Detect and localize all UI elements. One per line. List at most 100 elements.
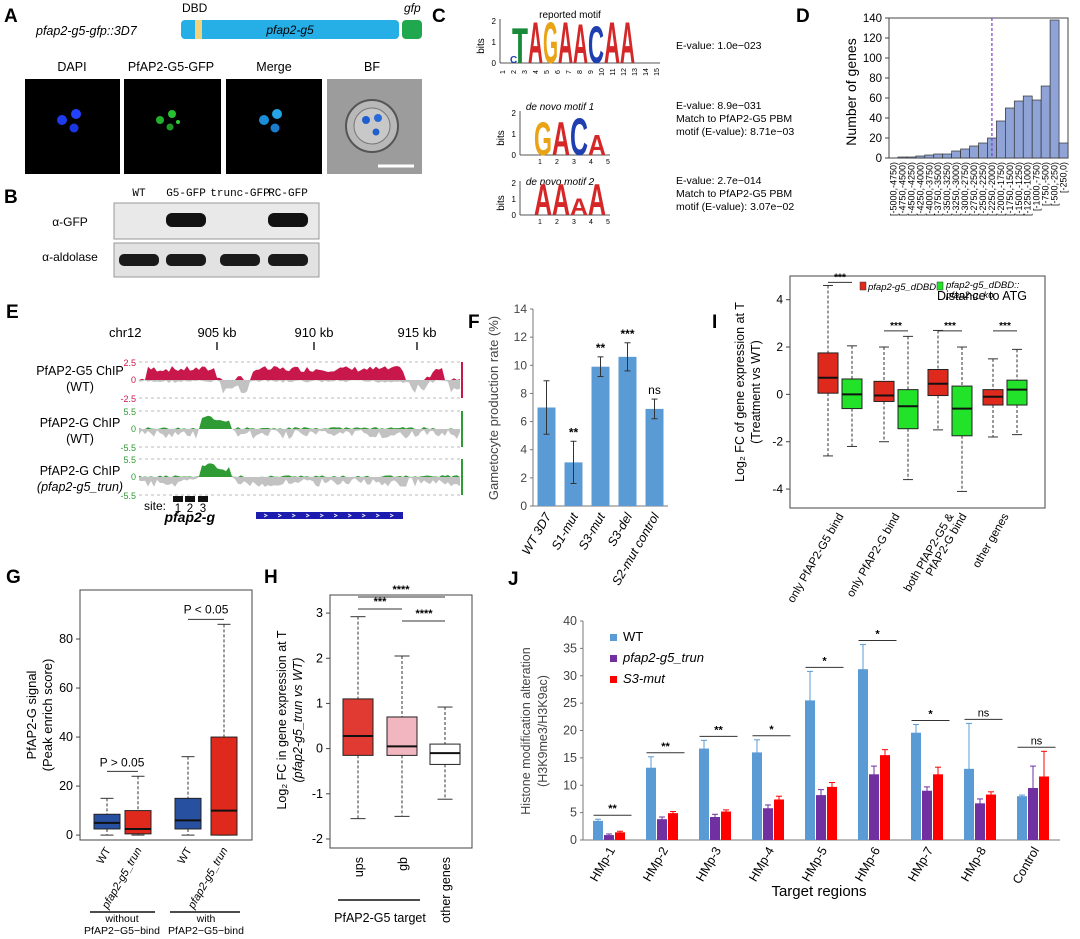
- significance-label: **: [661, 741, 670, 753]
- y-tick-label: -1: [312, 787, 323, 801]
- legend-label: WT: [623, 629, 643, 644]
- gene-arrow: [375, 513, 380, 518]
- histogram-bar: [897, 156, 908, 159]
- track-name: (WT): [66, 432, 94, 446]
- site-marker: [173, 496, 183, 502]
- site-label: site:: [144, 499, 166, 513]
- x-tick-label: WT: [95, 845, 114, 866]
- motif-letter: A: [558, 11, 573, 76]
- motif-ylabel: bits: [496, 130, 507, 146]
- motif-letter: A: [573, 13, 588, 75]
- bar: [986, 794, 996, 840]
- site-marker: [198, 496, 208, 502]
- motif-position: 5: [606, 219, 610, 226]
- bar: [564, 462, 583, 506]
- y-tick-label: 0: [876, 153, 882, 165]
- motif-position: 8: [577, 70, 584, 74]
- row-label-gfp: α-GFP: [52, 215, 88, 229]
- significance-label: ***: [890, 321, 902, 332]
- bar: [827, 786, 837, 840]
- y-tick-label: 8: [520, 386, 527, 400]
- y-tick-label: 4: [520, 443, 527, 457]
- y-tick-label: 5: [570, 806, 577, 820]
- gene-arrow: [389, 513, 394, 518]
- significance-label: *: [822, 655, 827, 667]
- motif-position: 5: [606, 159, 610, 166]
- gene-label: pfap2-g: [163, 509, 215, 525]
- track-scale: 2.5: [123, 358, 136, 368]
- motif-position: 9: [588, 70, 595, 74]
- y-axis-label: PfAP2-G signal: [24, 670, 39, 759]
- track-name: (pfap2-g5_trun): [37, 480, 123, 494]
- plot-frame: [789, 275, 1046, 509]
- motif-ylabel: bits: [476, 38, 487, 54]
- box: [897, 389, 919, 430]
- image-label-dapi: DAPI: [57, 60, 86, 74]
- y-tick-label: 6: [520, 415, 527, 429]
- box: [927, 369, 949, 397]
- motif-ytick: 0: [512, 211, 517, 220]
- x-tick-label: [-1250,-1000): [1023, 162, 1033, 216]
- x-tick-label: HMp-1: [587, 844, 618, 884]
- motif-evalue: motif (E-value): 3.07e−02: [676, 201, 794, 213]
- histogram-bar: [1013, 100, 1024, 159]
- box: [342, 698, 374, 756]
- significance-label: **: [608, 803, 617, 815]
- significance-label: **: [569, 425, 579, 439]
- motif-title: reported motif: [539, 10, 601, 21]
- y-tick-label: 10: [514, 358, 528, 372]
- y-tick-label: 140: [863, 13, 882, 25]
- motif-letter: T: [512, 18, 528, 74]
- panel-e: chr12 905 kb 910 kb 915 kb PfAP2-G5 ChIP (WT)…: [36, 325, 463, 525]
- coordinate-label: 915 kb: [397, 325, 436, 340]
- bar: [774, 799, 784, 840]
- y-tick-label: 1: [316, 696, 323, 710]
- significance-label: **: [714, 724, 723, 736]
- motif-position: 4: [589, 159, 593, 166]
- bar: [1017, 796, 1027, 840]
- group-label: without: [104, 913, 138, 925]
- x-tick-label: [-2750,-2500): [969, 162, 979, 216]
- bar: [869, 774, 879, 840]
- y-tick-label: 40: [563, 614, 577, 628]
- significance-label: ***: [944, 321, 956, 332]
- x-tick-label: Control: [1010, 845, 1042, 887]
- x-tick-label: HMp-3: [693, 844, 724, 884]
- significance-label: ns: [648, 383, 661, 397]
- significance-label: ***: [834, 272, 846, 283]
- bar: [816, 795, 826, 840]
- y-tick-label: 2: [776, 340, 783, 354]
- x-tick-label: [-4750,-4500): [897, 162, 907, 216]
- motif-ytick: 1: [492, 38, 497, 47]
- y-tick-label: 10: [563, 778, 577, 792]
- x-tick-label: gb: [396, 857, 410, 871]
- motif-letter: C: [570, 108, 588, 167]
- x-tick-label: [-4500,-4250): [906, 162, 916, 216]
- y-tick-label: 60: [869, 93, 882, 105]
- significance-label: ***: [374, 596, 388, 608]
- motif-letter: C: [510, 55, 517, 66]
- y-tick-label: 80: [869, 73, 882, 85]
- gene-name: pfap2-g5: [265, 23, 314, 37]
- motif-position: 1: [500, 70, 507, 74]
- x-tick-label: WT 3D7: [519, 510, 555, 558]
- x-tick-label: [-3250,-3000): [951, 162, 961, 216]
- panel-label-a: A: [4, 6, 18, 27]
- panel-label-b: B: [4, 187, 18, 208]
- motif-ytick: 2: [492, 17, 497, 26]
- pvalue-label: P > 0.05: [100, 755, 145, 769]
- legend-label: pfap2-g5_dDBD::: [945, 280, 1020, 291]
- lane-label: trunc-GFP: [210, 188, 270, 200]
- track-scale: -2.5: [120, 394, 136, 404]
- blot-bands: [119, 213, 308, 266]
- motif-letter: A: [588, 174, 606, 225]
- legend-swatch: [610, 676, 617, 683]
- x-tick-label: [-4250,-4000): [915, 162, 925, 216]
- histogram-bar: [915, 155, 926, 159]
- aldolase-band: [166, 254, 206, 266]
- gfp-band: [268, 213, 308, 227]
- track-scale: 0: [131, 424, 136, 434]
- track-signal-negative: [139, 380, 460, 394]
- coordinate-label: 905 kb: [197, 325, 236, 340]
- significance-label: *: [875, 629, 880, 641]
